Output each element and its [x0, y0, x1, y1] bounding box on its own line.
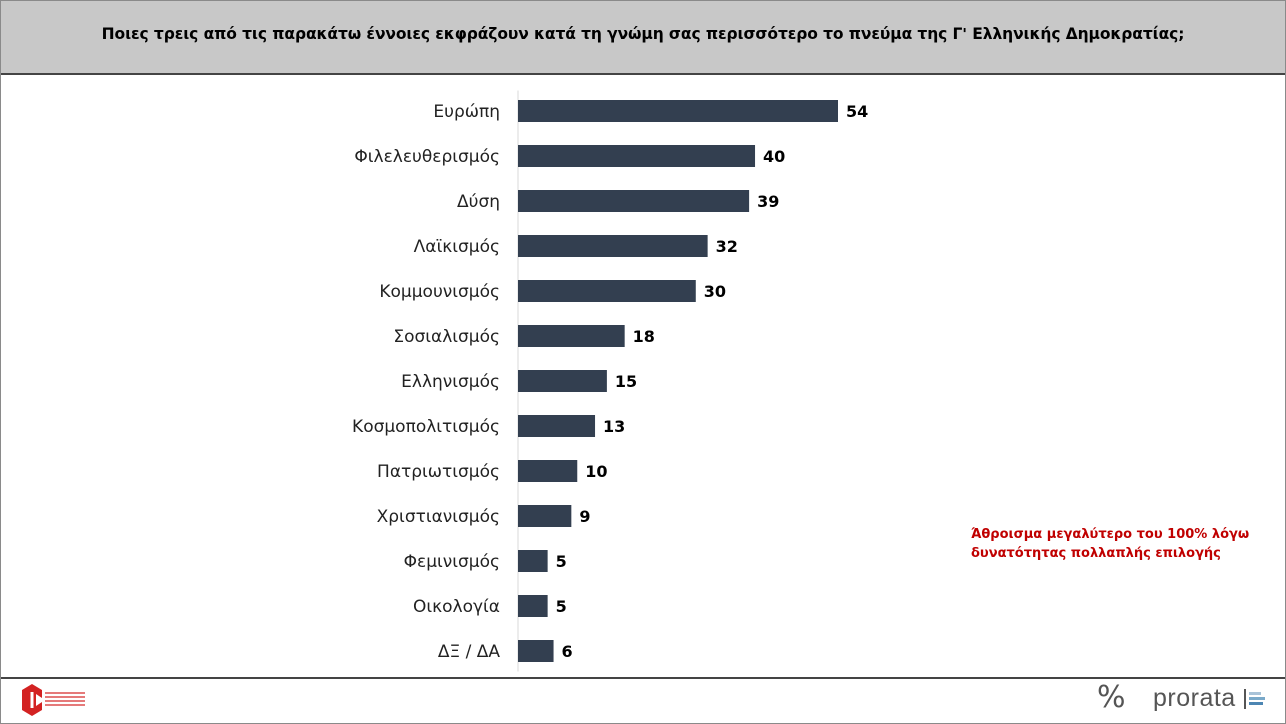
data-label: 6	[562, 642, 573, 661]
percent-logo-icon: %	[1097, 680, 1126, 715]
category-label: Χριστιανισμός	[377, 507, 500, 527]
header-band: Ποιες τρεις από τις παρακάτω έννοιες εκφ…	[1, 1, 1285, 73]
bar	[518, 190, 750, 212]
data-label: 54	[846, 102, 868, 121]
category-label: Πατριωτισμός	[377, 462, 500, 482]
data-label: 40	[763, 147, 785, 166]
bar	[518, 280, 696, 302]
footer-divider	[1, 677, 1285, 679]
footnote: Άθροισμα μεγαλύτερο του 100% λόγω δυνατό…	[971, 525, 1249, 563]
data-label: 18	[633, 327, 655, 346]
bar	[518, 145, 756, 167]
data-label: 5	[556, 552, 567, 571]
bar	[518, 460, 578, 482]
logo-mark-icon	[22, 684, 42, 716]
brand-logo-bars-icon	[1244, 689, 1266, 711]
footnote-line-2: δυνατότητας πολλαπλής επιλογής	[971, 546, 1221, 561]
data-label: 39	[757, 192, 779, 211]
data-label: 10	[585, 462, 607, 481]
bar	[518, 505, 572, 527]
category-label: Λαϊκισμός	[414, 237, 500, 257]
bar	[518, 325, 625, 347]
category-label: Ελληνισμός	[401, 372, 500, 392]
data-label: 13	[603, 417, 625, 436]
category-label: ΔΞ / ΔΑ	[438, 642, 501, 662]
bar	[518, 370, 607, 392]
category-label: Δύση	[457, 192, 500, 212]
data-label: 5	[556, 597, 567, 616]
data-label: 15	[615, 372, 637, 391]
category-label: Ευρώπη	[433, 102, 500, 122]
category-label: Φιλελευθερισμός	[354, 147, 500, 167]
logo-small-text-icon	[45, 690, 85, 714]
category-label: Σοσιαλισμός	[393, 327, 500, 347]
data-label: 32	[716, 237, 738, 256]
footnote-line-1: Άθροισμα μεγαλύτερο του 100% λόγω	[971, 527, 1250, 542]
organization-logo	[22, 684, 85, 718]
data-label: 30	[704, 282, 726, 301]
category-label: Οικολογία	[413, 597, 500, 617]
bar	[518, 100, 838, 122]
bar	[518, 595, 548, 617]
header-divider	[1, 73, 1285, 75]
bar	[518, 415, 596, 437]
bar	[518, 640, 554, 662]
category-label: Κοσμοπολιτισμός	[352, 417, 500, 437]
category-label: Κομμουνισμός	[379, 282, 500, 302]
brand-logo-text: prorata	[1153, 684, 1236, 712]
bar	[518, 550, 548, 572]
chart-title: Ποιες τρεις από τις παρακάτω έννοιες εκφ…	[101, 25, 1185, 43]
data-label: 9	[579, 507, 590, 526]
bar	[518, 235, 708, 257]
category-label: Φεμινισμός	[404, 552, 500, 572]
